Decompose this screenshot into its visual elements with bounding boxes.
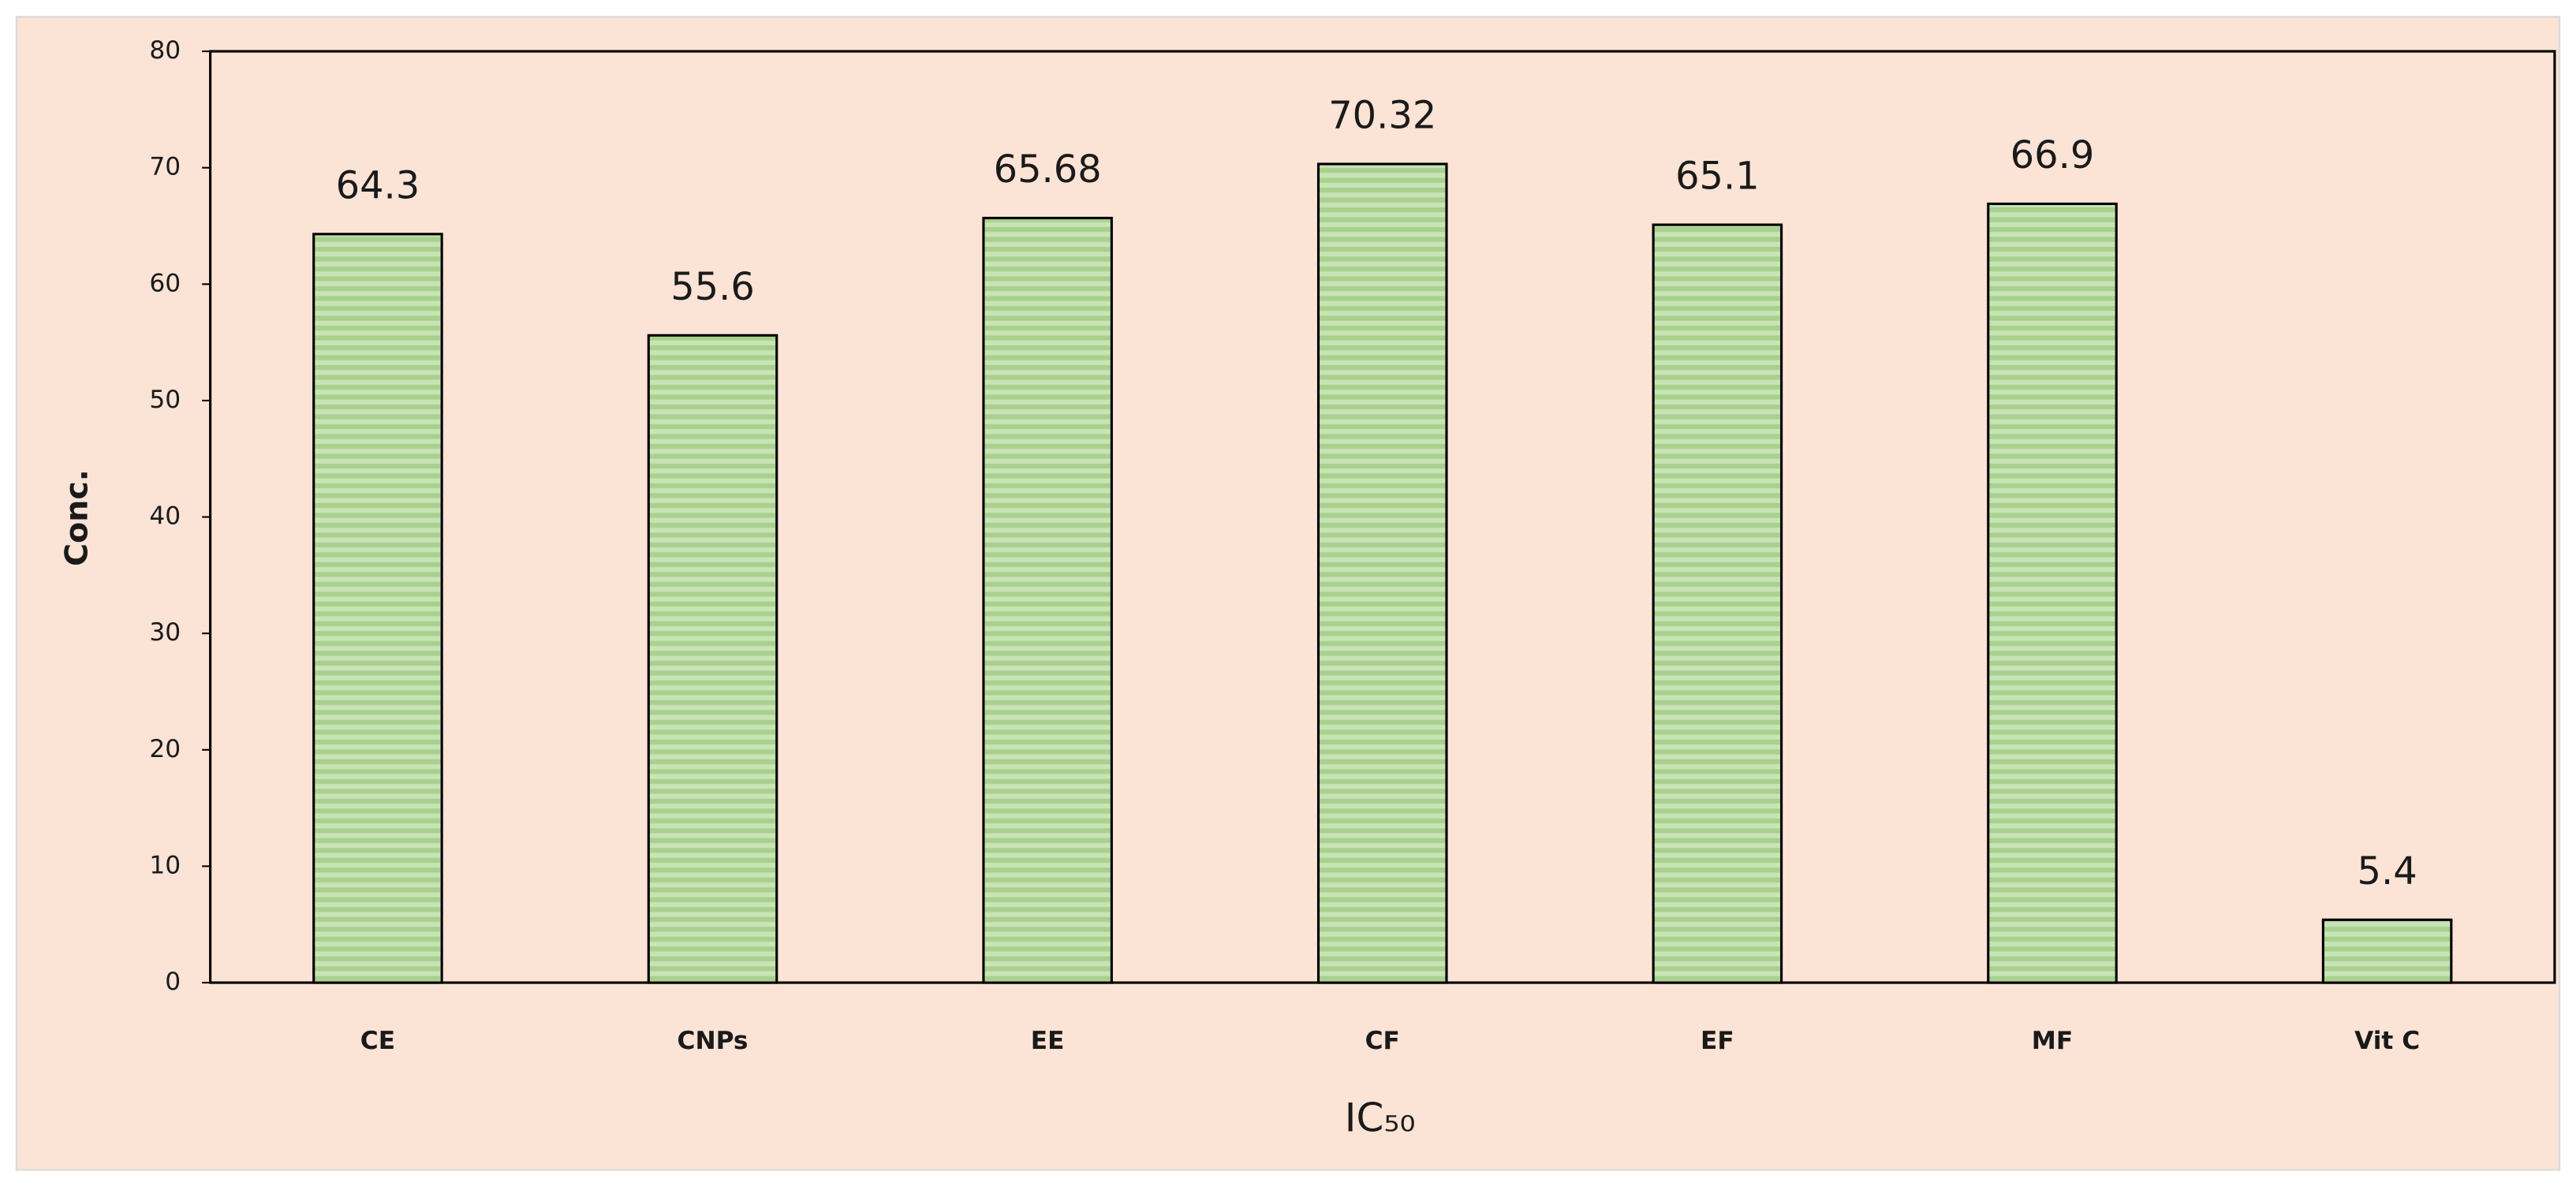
- value-label: 65.1: [1675, 155, 1760, 199]
- y-tick-label: 80: [149, 36, 181, 65]
- y-tick-label: 20: [149, 735, 181, 763]
- value-label: 5.4: [2358, 850, 2417, 893]
- value-label: 64.3: [336, 165, 420, 208]
- y-tick-label: 40: [149, 502, 181, 531]
- value-label: 66.9: [2010, 134, 2095, 177]
- x-tick-label: EE: [1031, 1027, 1065, 1055]
- bar: [1987, 202, 2118, 984]
- value-label: 55.6: [670, 266, 755, 309]
- x-tick-label: CNPs: [678, 1027, 749, 1055]
- value-label: 65.68: [994, 148, 1102, 192]
- y-tick-label: 0: [165, 968, 181, 996]
- x-tick-label: Vit C: [2354, 1027, 2420, 1055]
- y-tick-label: 50: [149, 386, 181, 414]
- y-tick-label: 70: [149, 153, 181, 181]
- bar: [2321, 918, 2453, 984]
- x-tick-label: MF: [2032, 1027, 2073, 1055]
- bar: [312, 233, 443, 984]
- x-axis-title: IC₅₀: [1345, 1095, 1416, 1141]
- y-tick-label: 60: [149, 269, 181, 297]
- bar: [647, 334, 778, 984]
- x-tick-label: CF: [1365, 1027, 1400, 1055]
- bar: [1316, 162, 1448, 984]
- bar: [1652, 223, 1783, 984]
- value-label: 70.32: [1328, 95, 1436, 138]
- y-tick-label: 30: [149, 618, 181, 647]
- y-tick-label: 10: [149, 851, 181, 879]
- y-axis-title: Conc.: [58, 469, 95, 566]
- x-tick-label: CE: [360, 1027, 395, 1055]
- x-tick-label: EF: [1701, 1027, 1734, 1055]
- bar: [982, 216, 1113, 984]
